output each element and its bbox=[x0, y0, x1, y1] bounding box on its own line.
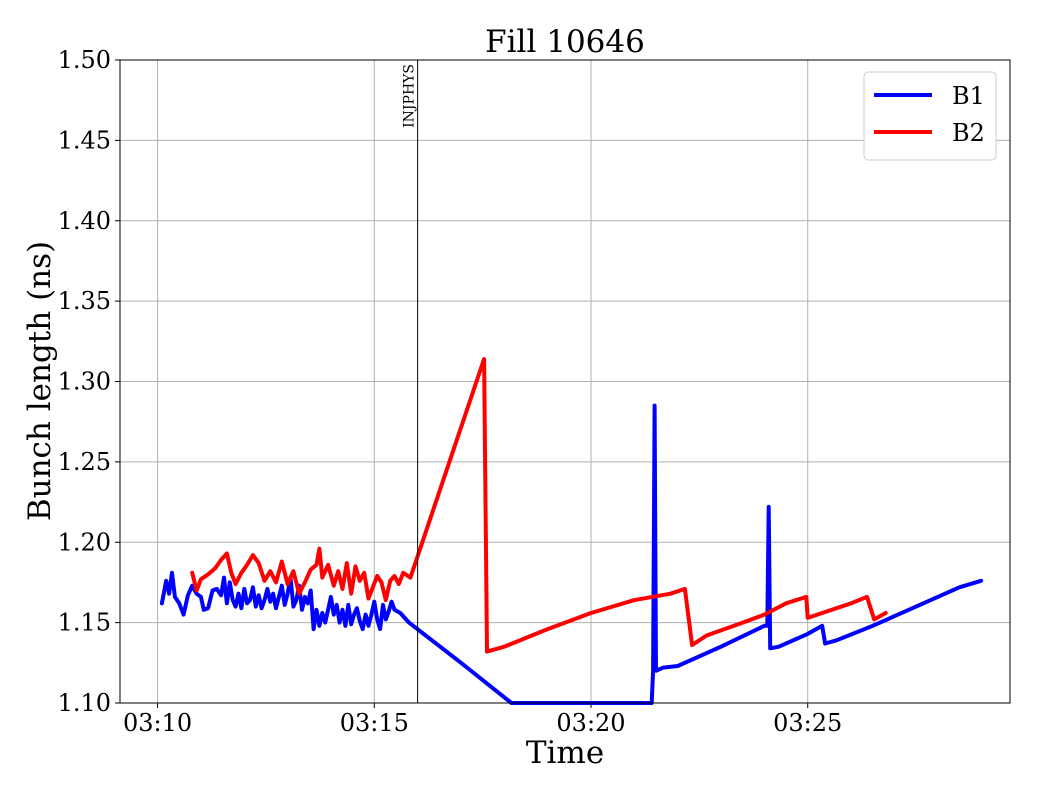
legend-label-b1: B1 bbox=[952, 82, 985, 110]
legend: B1 B2 bbox=[863, 71, 997, 161]
series-line-b2 bbox=[190, 357, 888, 654]
x-tick-label: 03:15 bbox=[340, 709, 409, 737]
y-tick-label: 1.30 bbox=[58, 368, 111, 396]
annotations: INJPHYS bbox=[402, 60, 419, 703]
x-axis-label: Time bbox=[526, 735, 604, 771]
x-tick-label: 03:10 bbox=[123, 709, 192, 737]
chart-title: Fill 10646 bbox=[485, 24, 645, 60]
series-line-b1 bbox=[159, 403, 984, 705]
y-axis-label: Bunch length (ns) bbox=[22, 241, 58, 521]
x-tick-label: 03:20 bbox=[556, 709, 625, 737]
y-tick-label: 1.45 bbox=[58, 126, 111, 154]
legend-label-b2: B2 bbox=[952, 119, 985, 147]
y-tick-label: 1.20 bbox=[58, 528, 111, 556]
x-tick-label: 03:25 bbox=[773, 709, 842, 737]
y-tick-label: 1.10 bbox=[58, 689, 111, 717]
y-tick-label: 1.35 bbox=[58, 287, 111, 315]
y-tick-label: 1.50 bbox=[58, 46, 111, 74]
y-tick-label: 1.15 bbox=[58, 609, 111, 637]
y-tick-label: 1.40 bbox=[58, 207, 111, 235]
tick-labels: 03:10 03:15 03:20 03:25 1.10 1.15 1.20 1.25 1.30… bbox=[58, 46, 843, 737]
annotation-label: INJPHYS bbox=[402, 64, 418, 128]
series-lines bbox=[159, 357, 984, 705]
y-tick-label: 1.25 bbox=[58, 448, 111, 476]
